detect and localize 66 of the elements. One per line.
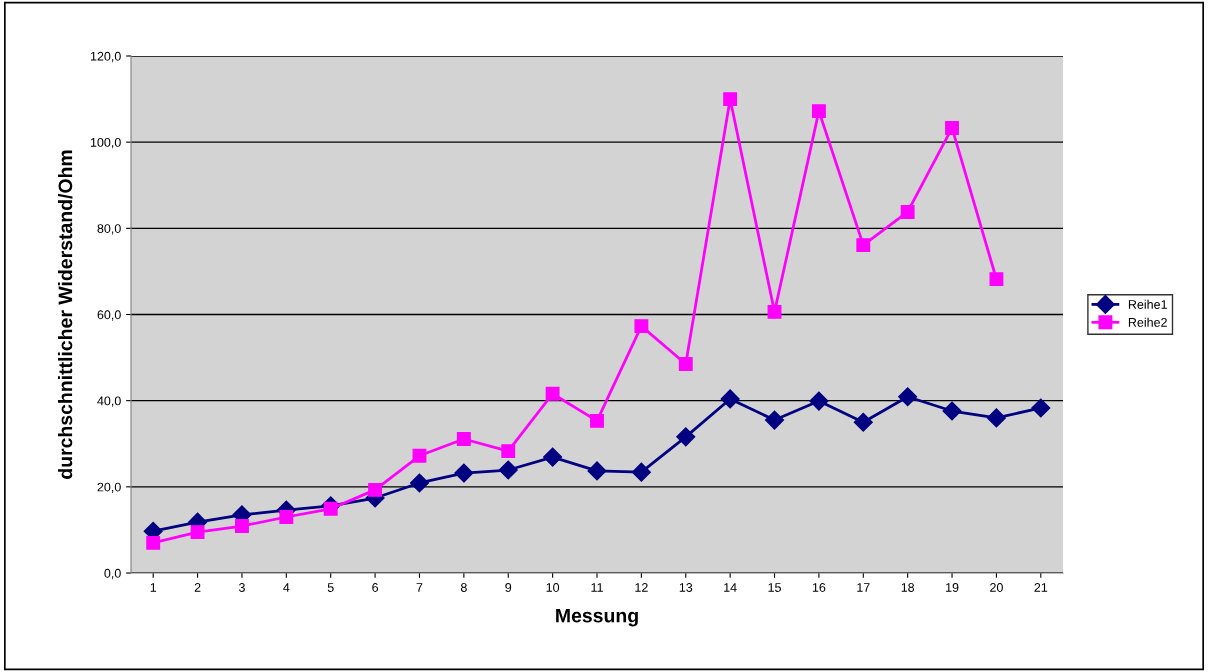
- point: [587, 461, 607, 481]
- x-tick-label: 11: [591, 583, 603, 592]
- point: [989, 272, 1004, 287]
- x-tick-label: 4: [283, 583, 290, 592]
- point: [767, 304, 782, 319]
- point: [543, 447, 563, 467]
- point: [454, 463, 474, 483]
- y-tick-label: 120,0: [90, 51, 121, 63]
- point: [986, 408, 1006, 428]
- point: [856, 238, 871, 253]
- point: [590, 413, 604, 428]
- point: [723, 92, 738, 107]
- x-tick-label: 13: [679, 583, 693, 592]
- x-tick-label: 7: [416, 583, 423, 592]
- y-tick-label: 60,0: [97, 310, 121, 321]
- point: [900, 205, 915, 219]
- point: [853, 412, 873, 432]
- point: [279, 510, 294, 524]
- x-tick-label: 16: [812, 583, 826, 592]
- x-tick-label: 20: [990, 583, 1003, 592]
- legend-label: Reihe2: [1128, 317, 1167, 327]
- x-tick-label: 3: [238, 583, 245, 592]
- point: [678, 357, 693, 371]
- x-tick-label: 10: [546, 583, 560, 592]
- x-tick-label: 19: [946, 583, 959, 592]
- point: [409, 473, 430, 493]
- point: [501, 444, 516, 459]
- point: [631, 462, 651, 482]
- y-tick-label: 20,0: [97, 482, 121, 493]
- legend-label: Reihe1: [1128, 299, 1167, 309]
- point: [945, 121, 959, 135]
- x-tick-label: 18: [901, 583, 915, 592]
- x-tick-label: 2: [194, 583, 201, 592]
- x-tick-label: 5: [327, 583, 334, 592]
- x-tick-label: 12: [635, 583, 648, 592]
- x-tick-label: 17: [857, 583, 870, 592]
- point: [146, 535, 161, 550]
- point: [898, 387, 918, 407]
- y-tick-label: 0,0: [104, 568, 121, 580]
- x-tick-label: 14: [724, 583, 737, 592]
- point: [368, 482, 383, 497]
- point: [545, 386, 560, 401]
- point: [942, 401, 962, 421]
- point: [764, 410, 785, 430]
- x-tick-label: 1: [150, 583, 157, 592]
- x-axis-title: Messung: [556, 608, 638, 627]
- point: [634, 319, 649, 334]
- point: [811, 104, 826, 119]
- point: [809, 391, 829, 411]
- point: [1031, 398, 1051, 418]
- point: [412, 448, 427, 463]
- x-tick-label: 21: [1034, 583, 1048, 592]
- x-tick-label: 6: [372, 583, 379, 592]
- point: [720, 389, 740, 409]
- point: [235, 519, 249, 533]
- x-tick-label: 15: [768, 583, 781, 592]
- point: [190, 525, 205, 540]
- y-tick-label: 80,0: [97, 224, 121, 235]
- y-tick-label: 100,0: [90, 137, 121, 149]
- y-tick-label: 40,0: [97, 396, 121, 407]
- x-tick-label: 8: [460, 583, 467, 592]
- point: [498, 460, 518, 480]
- y-axis-title: durchschnittlicher Widerstand/Ohm: [57, 150, 73, 479]
- x-tick-label: 9: [505, 583, 512, 592]
- point: [676, 427, 696, 447]
- point: [456, 432, 471, 446]
